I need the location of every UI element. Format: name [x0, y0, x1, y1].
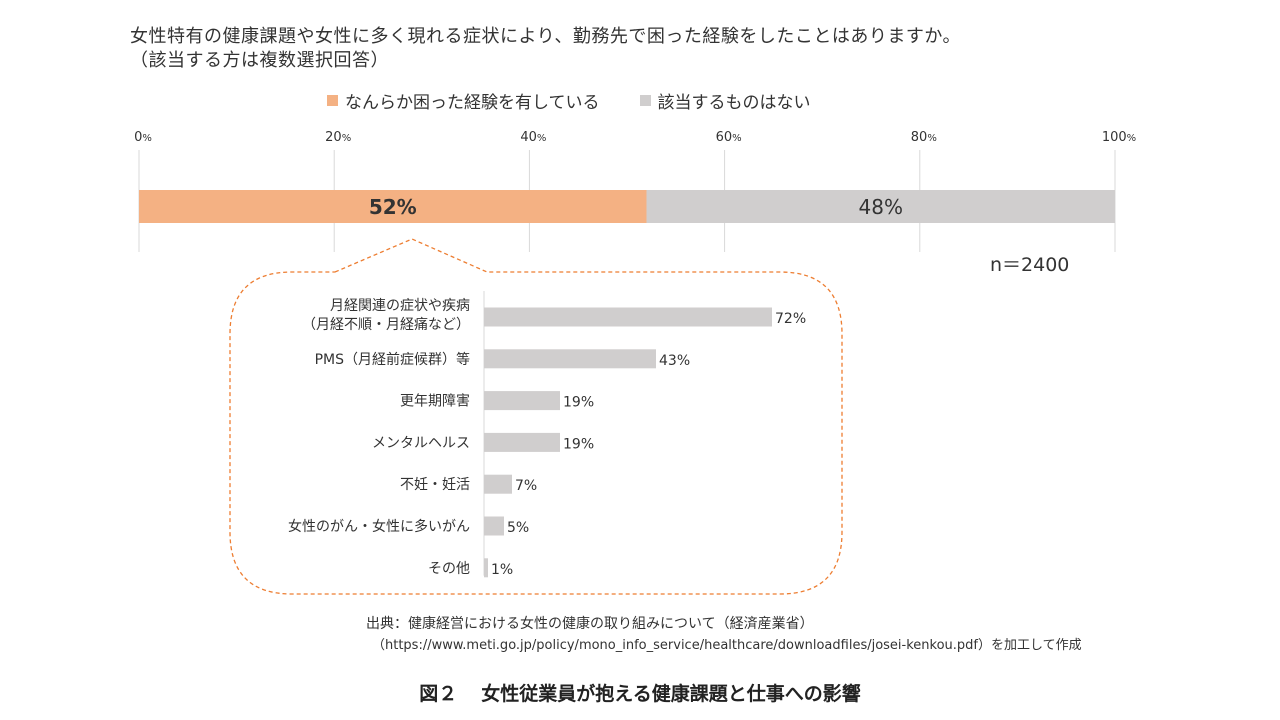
category-label: 不妊・妊活 [400, 477, 470, 493]
x-tick-value: 20 [325, 130, 342, 145]
callout-bubble [229, 238, 843, 595]
x-tick-label: 100% [1102, 130, 1136, 145]
bar [484, 474, 512, 494]
x-tick-unit: % [536, 133, 547, 144]
category-label: PMS（月経前症候群）等 [315, 351, 470, 368]
category-label: メンタルヘルス [372, 435, 470, 451]
bar-data-label: 5% [507, 520, 529, 536]
x-tick-label: 40% [520, 130, 546, 145]
source-title: 出典：健康経営における女性の健康の取り組みについて（経済産業省） [366, 616, 814, 632]
bar-experienced [139, 190, 647, 223]
x-tick-value: 100 [1101, 130, 1127, 145]
legend-swatch-orange [327, 95, 338, 106]
bar-data-label: 19% [563, 436, 594, 452]
sample-size: n＝2400 [990, 254, 1070, 276]
x-tick-unit: % [1126, 133, 1137, 144]
legend-item-experienced: なんらか困った経験を有している [327, 88, 600, 113]
legend-item-none: 該当するものはない [639, 88, 811, 113]
bar [484, 558, 488, 578]
question-note: （該当する方は複数選択回答） [130, 50, 389, 71]
bar-data-label: 72% [775, 311, 806, 327]
bar [484, 307, 772, 327]
x-tick-unit: % [732, 133, 742, 144]
x-tick-value: 60 [715, 130, 733, 145]
question-text: 女性特有の健康課題や女性に多く現れる症状により、勤務先で困った経験をしたことはあ… [130, 26, 962, 47]
source-url: （https://www.meti.go.jp/policy/mono_info… [372, 638, 1082, 653]
category-label: 更年期障害 [400, 394, 470, 410]
bar-none [646, 190, 1115, 223]
category-label: 月経関連の症状や疾病 [330, 298, 470, 314]
bar-data-label: 48% [859, 195, 903, 219]
bar-data-label: 7% [515, 478, 537, 494]
x-tick-unit: % [341, 133, 352, 144]
x-tick-unit: % [142, 133, 152, 144]
x-tick-value: 0 [134, 130, 143, 145]
legend-label: 該当するものはない [657, 93, 811, 113]
category-label: 女性のがん・女性に多いがん [288, 518, 470, 535]
bar-data-label: 1% [491, 562, 513, 578]
x-tick-value: 40 [520, 130, 537, 145]
bar [484, 516, 504, 536]
x-tick-label: 0% [134, 130, 152, 145]
category-label: その他 [428, 561, 470, 577]
chart-legend: なんらか困った経験を有している 該当するものはない [327, 88, 843, 113]
x-tick-unit: % [927, 133, 937, 144]
legend-swatch-gray [639, 95, 651, 106]
x-tick-label: 20% [325, 130, 351, 145]
bar-data-label: 52% [369, 195, 417, 219]
x-tick-label: 80% [911, 130, 937, 145]
bar-data-label: 43% [659, 353, 690, 369]
category-label: （月経不順・月経痛など） [302, 316, 470, 333]
x-tick-label: 60% [716, 130, 742, 145]
bar [484, 349, 656, 369]
bar [484, 432, 560, 452]
figure-title: 女性従業員が抱える健康課題と仕事への影響 [481, 683, 861, 705]
bar-data-label: 19% [563, 395, 594, 411]
figure-number: 図２ [419, 683, 458, 705]
legend-label: なんらか困った経験を有している [345, 93, 600, 113]
bar [484, 391, 560, 411]
x-tick-value: 80 [910, 130, 928, 145]
figure-caption: 図２ 女性従業員が抱える健康課題と仕事への影響 [0, 679, 1280, 706]
